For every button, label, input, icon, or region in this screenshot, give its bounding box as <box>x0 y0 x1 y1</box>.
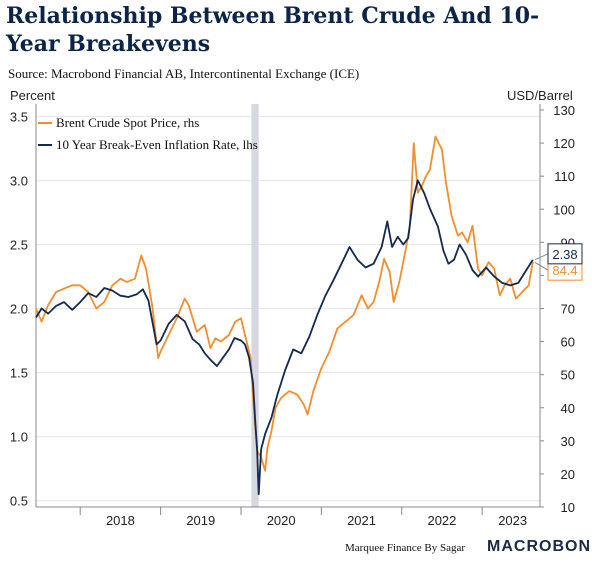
callout-leader-1 <box>534 253 549 261</box>
left-tick-label: 1.0 <box>10 430 28 445</box>
callout-box-1 <box>547 243 583 265</box>
right-tick-label: 30 <box>561 434 575 449</box>
grid-lines <box>36 115 540 502</box>
left-tick-label: 1.5 <box>10 366 28 381</box>
right-axis-ticks: 102030405060708090100110120130 <box>540 103 575 515</box>
left-tick-label: 2.0 <box>10 302 28 317</box>
last-value-label-1: 2.38 <box>552 247 577 262</box>
right-tick-label: 40 <box>561 401 575 416</box>
left-tick-label: 3.0 <box>10 173 28 188</box>
plot-frame <box>35 104 541 508</box>
right-tick-label: 100 <box>553 202 575 217</box>
legend-label-1: 10 Year Break-Even Inflation Rate, lhs <box>56 137 258 152</box>
legend-label-0: Brent Crude Spot Price, rhs <box>56 115 199 130</box>
left-tick-label: 0.5 <box>10 494 28 509</box>
left-axis-unit: Percent <box>10 88 55 103</box>
x-axis-ticks: 2018 2019 2020 2021 2022 2023 <box>79 507 527 528</box>
macrobond-logo: MACROBOND <box>487 538 592 555</box>
series-lines <box>35 135 534 496</box>
x-tick-label: 2020 <box>267 513 296 528</box>
chart-source: Source: Macrobond Financial AB, Intercon… <box>8 66 360 81</box>
chart-title: Relationship Between Brent Crude And 10-… <box>6 3 540 57</box>
left-tick-label: 3.5 <box>10 109 28 124</box>
x-tick-label: 2023 <box>498 513 527 528</box>
right-tick-label: 50 <box>561 368 575 383</box>
right-tick-label: 110 <box>554 169 575 184</box>
last-value-labels: 84.42.38 <box>534 243 583 281</box>
last-value-label-0: 84.4 <box>552 263 577 278</box>
left-axis-ticks: 0.5 1.0 1.5 2.0 2.5 3.0 3.5 <box>10 109 28 508</box>
callout-leader-0 <box>534 261 549 271</box>
right-tick-label: 60 <box>561 335 575 350</box>
series-line-1 <box>35 179 534 496</box>
right-tick-label: 70 <box>561 302 575 317</box>
left-tick-label: 2.5 <box>10 237 28 252</box>
right-tick-label: 10 <box>561 500 575 515</box>
series-line-0 <box>35 135 534 472</box>
x-tick-label: 2019 <box>186 513 215 528</box>
legend: Brent Crude Spot Price, rhs 10 Year Break… <box>38 115 258 152</box>
right-tick-label: 130 <box>553 103 575 118</box>
right-tick-label: 20 <box>561 467 575 482</box>
right-tick-label: 120 <box>553 136 575 151</box>
footer-credit: Marquee Finance By Sagar <box>345 542 466 554</box>
x-tick-label: 2018 <box>106 513 135 528</box>
right-axis-unit: USD/Barrel <box>507 88 573 103</box>
shaded-period-band <box>251 104 259 507</box>
x-tick-label: 2021 <box>347 513 376 528</box>
x-tick-label: 2022 <box>427 513 456 528</box>
